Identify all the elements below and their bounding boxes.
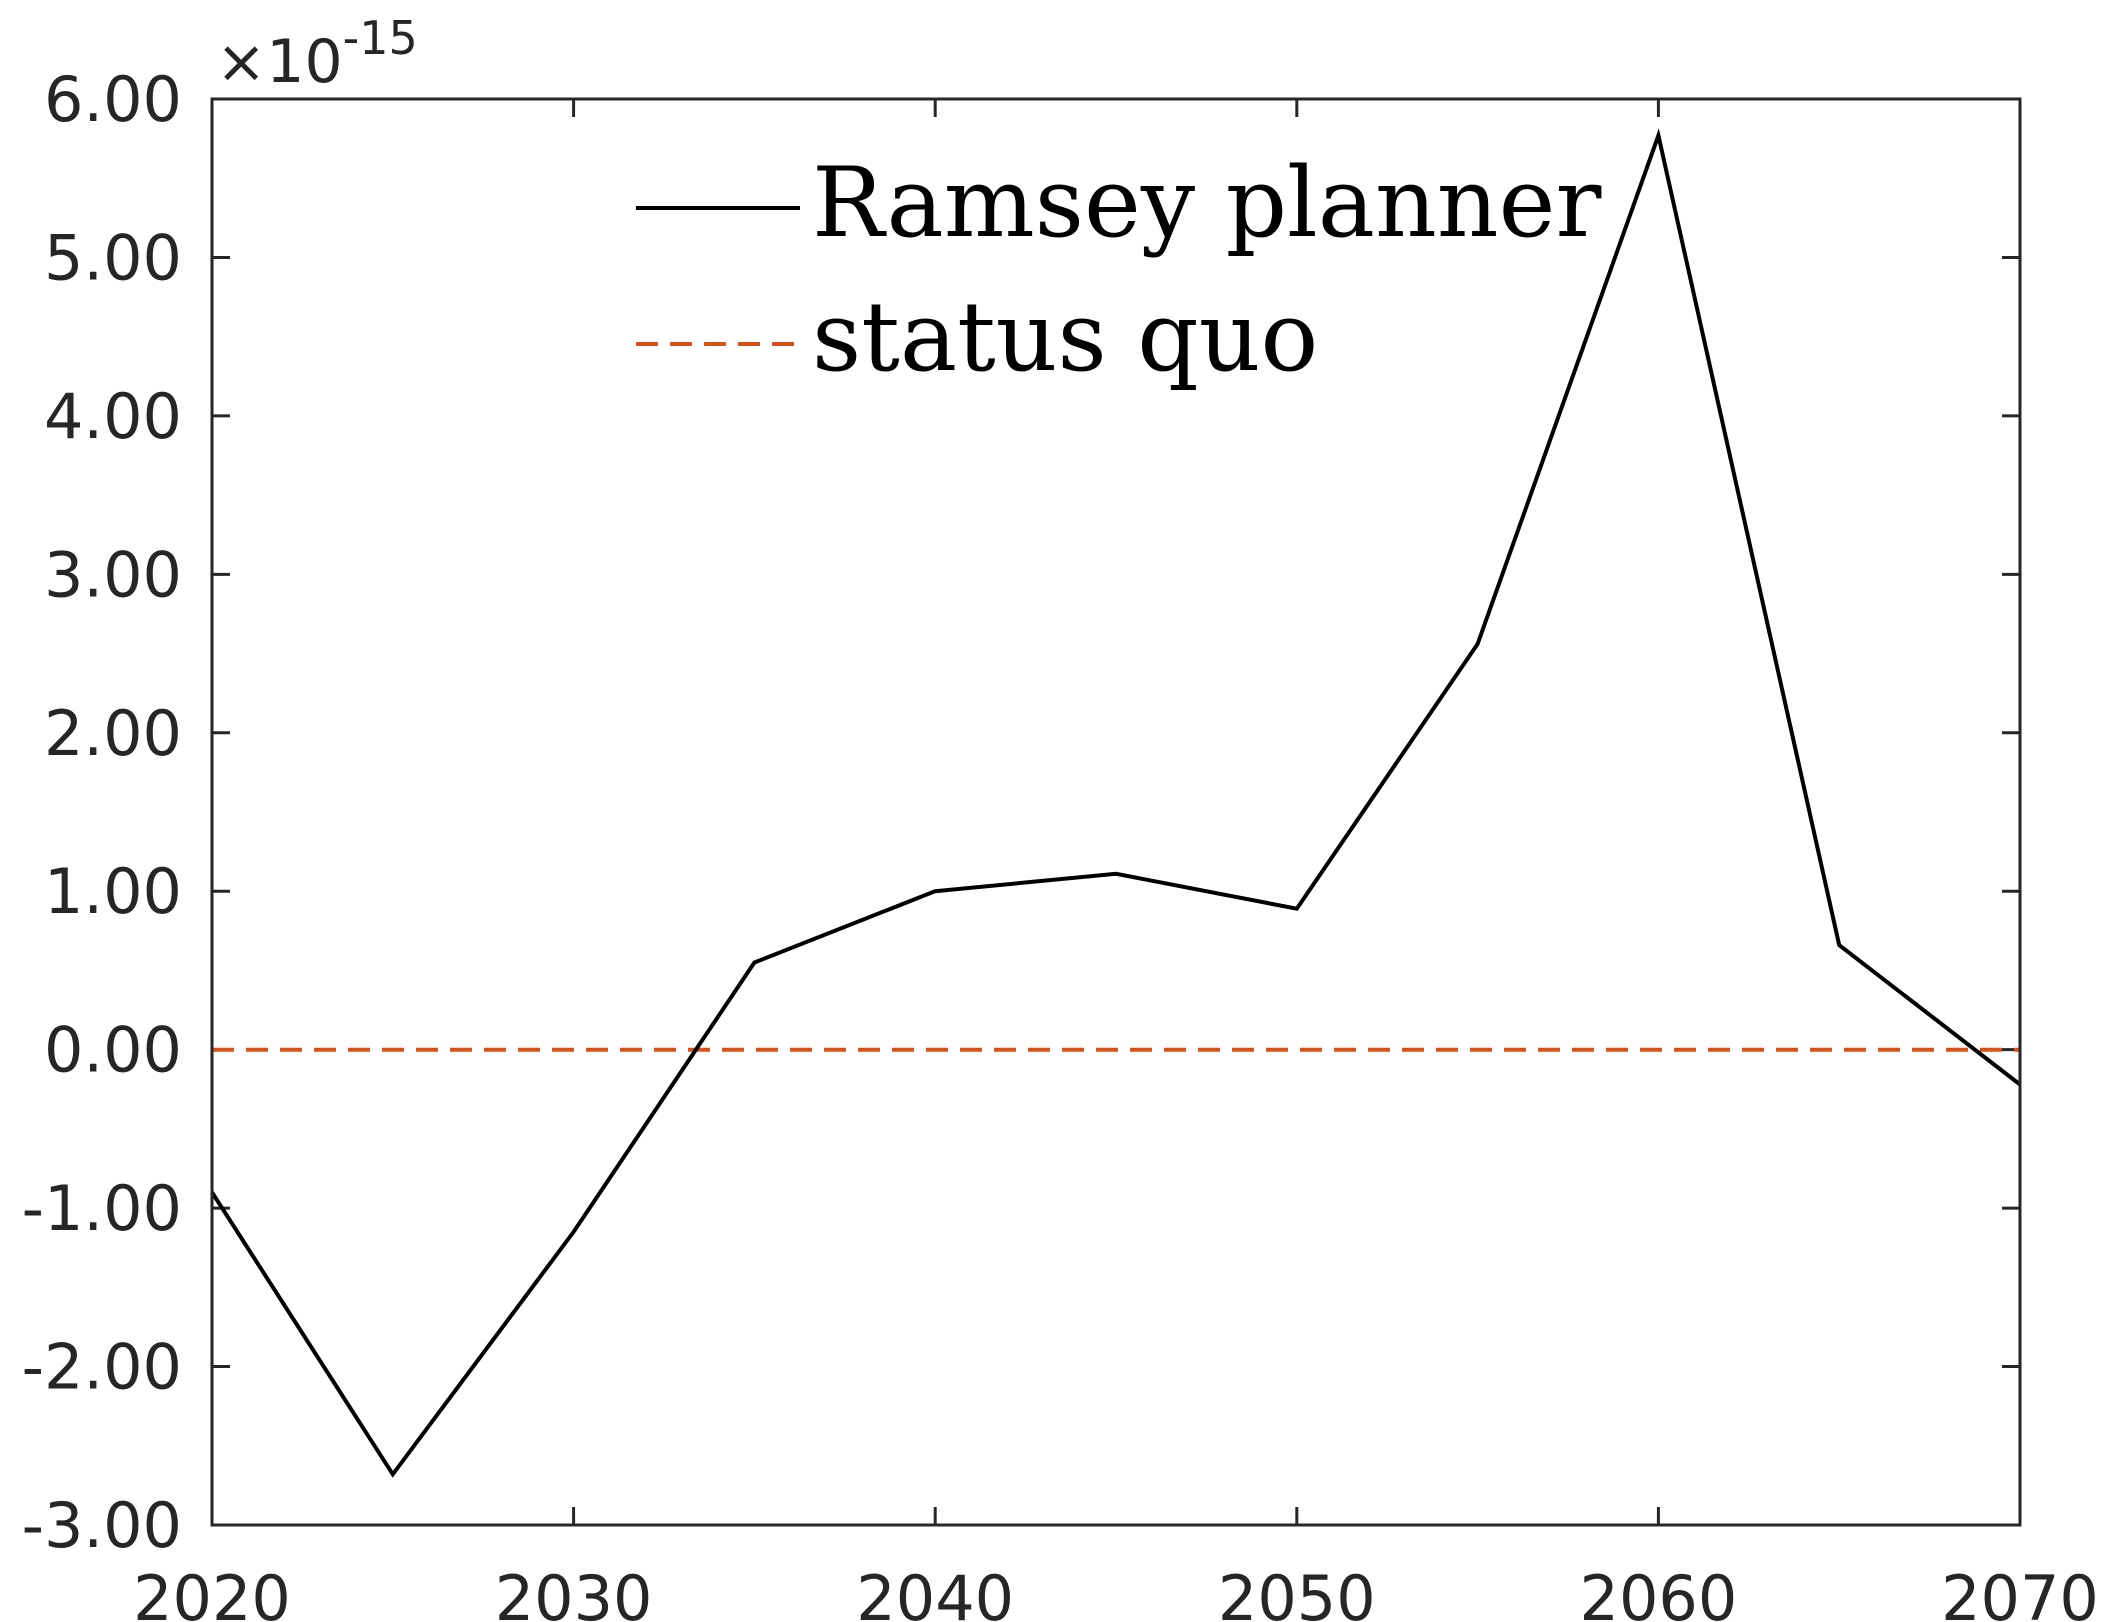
y-tick-label: 3.00	[44, 538, 182, 611]
x-tick-label: 2050	[1218, 1562, 1376, 1622]
legend-label-ramsey-planner: Ramsey planner	[812, 147, 1601, 259]
plot-frame	[210, 97, 2022, 1527]
y-multiplier-label: ×10-15	[216, 11, 418, 97]
x-tick-label: 2060	[1580, 1562, 1738, 1622]
x-tick-labels: 2020 2030 2040 2050 2060 2070	[133, 1562, 2099, 1622]
y-tick-label: -2.00	[22, 1331, 182, 1404]
plot-background	[212, 99, 2020, 1525]
y-multiplier-exponent: -15	[343, 11, 418, 65]
y-tick-label: -1.00	[22, 1172, 182, 1245]
y-tick-label: 5.00	[44, 221, 182, 294]
x-tick-label: 2020	[133, 1562, 291, 1622]
x-tick-label: 2030	[495, 1562, 653, 1622]
y-tick-label: 2.00	[44, 697, 182, 770]
legend: Ramsey planner status quo	[636, 147, 1601, 393]
series-line-ramsey-planner	[210, 128, 2022, 1478]
y-multiplier-prefix: ×10	[216, 27, 343, 97]
y-tick-label: 4.00	[44, 380, 182, 453]
x-tick-label: 2070	[1941, 1562, 2099, 1622]
legend-label-status-quo: status quo	[812, 281, 1318, 393]
y-tick-labels: -3.00 -2.00 -1.00 0.00 1.00 2.00 3.00 4.00 5.00 6…	[22, 63, 182, 1562]
y-tick-label: 1.00	[44, 855, 182, 928]
y-tick-label: 0.00	[44, 1014, 182, 1087]
series-layer	[210, 128, 2022, 1478]
x-tick-label: 2040	[856, 1562, 1014, 1622]
y-tick-label: -3.00	[22, 1489, 182, 1562]
y-tick-label: 6.00	[44, 63, 182, 136]
